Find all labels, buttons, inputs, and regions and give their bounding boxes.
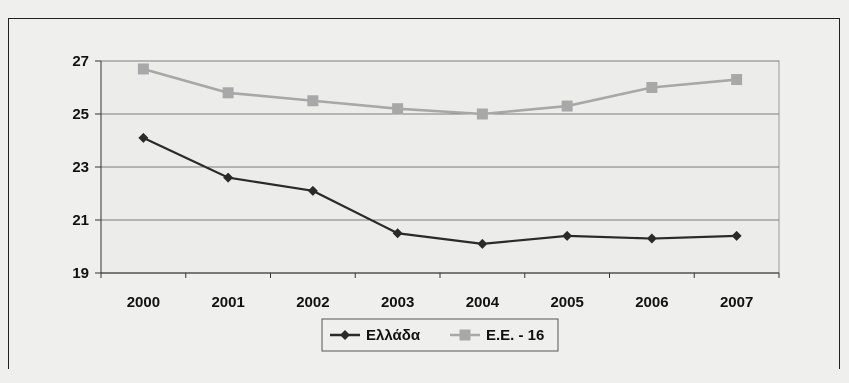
y-tick-label: 23	[72, 159, 89, 176]
series-lines	[137, 63, 743, 249]
data-point-1	[476, 108, 488, 120]
series-1	[137, 63, 743, 120]
x-tick-label: 2002	[296, 294, 329, 311]
legend-label-0: Ελλάδα	[366, 327, 421, 344]
y-tick-label: 27	[72, 53, 89, 70]
data-point-0	[307, 185, 318, 196]
series-line-1	[143, 67, 737, 116]
axes: 19 21 23 25 27 2000 2001 2002 2003 2004 2005 2006 20…	[72, 53, 780, 311]
x-tick-label: 2001	[211, 294, 244, 311]
legend-marker-0	[340, 330, 350, 340]
data-point-0	[223, 172, 234, 183]
line-chart: 19 21 23 25 27 2000 2001 2002 2003 2004 2005 2006 20…	[72, 53, 780, 352]
x-tick-label: 2004	[466, 294, 500, 311]
data-point-0	[731, 230, 742, 241]
series-line-0	[142, 136, 737, 245]
x-tick-label: 2000	[127, 294, 160, 311]
data-point-1	[307, 95, 319, 107]
data-point-0	[138, 132, 149, 143]
y-tick-label: 25	[72, 106, 89, 123]
data-point-0	[562, 230, 573, 241]
x-tick-label: 2007	[720, 294, 753, 311]
data-point-1	[646, 82, 658, 93]
data-point-0	[392, 228, 403, 239]
y-tick-label: 19	[72, 265, 89, 282]
data-point-0	[646, 233, 657, 244]
legend-label-1: Ε.Ε. - 16	[486, 327, 544, 344]
y-tick-label: 21	[72, 212, 89, 229]
legend: Ελλάδα Ε.Ε. - 16	[321, 318, 559, 352]
data-point-1	[392, 103, 404, 115]
gridlines	[100, 60, 780, 274]
x-tick-label: 2005	[550, 294, 583, 311]
data-point-1	[731, 74, 743, 86]
legend-box	[321, 318, 559, 352]
data-point-1	[222, 87, 234, 99]
data-point-0	[477, 238, 488, 249]
x-tick-label: 2003	[381, 294, 414, 311]
chart-frame: 19 21 23 25 27 2000 2001 2002 2003 2004 2005 2006 20…	[8, 18, 840, 369]
x-tick-label: 2006	[635, 294, 668, 311]
legend-marker-1	[459, 329, 471, 341]
data-point-1	[137, 63, 149, 75]
data-point-1	[561, 100, 573, 112]
series-0	[138, 132, 742, 249]
